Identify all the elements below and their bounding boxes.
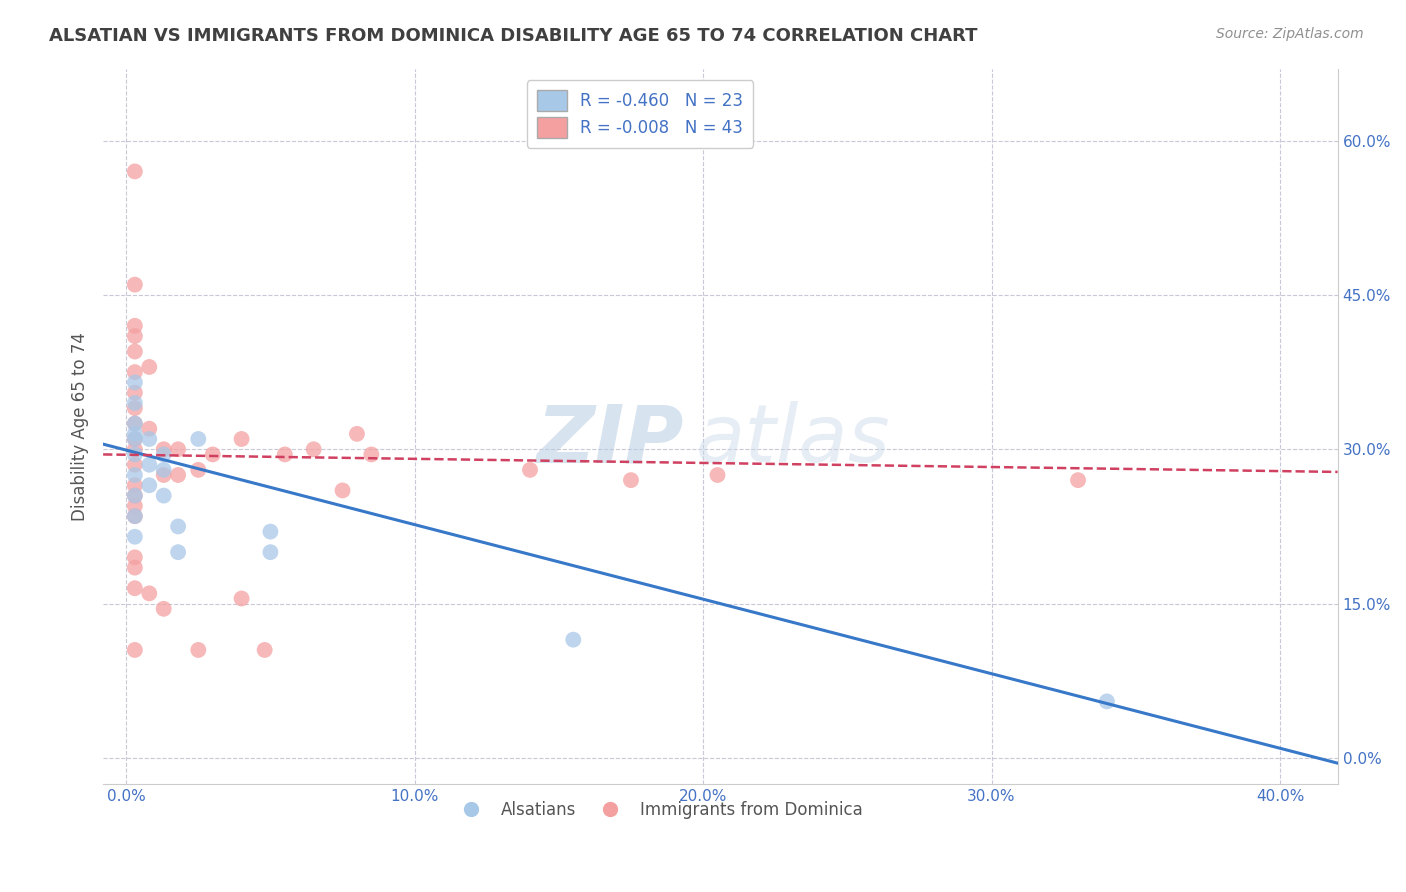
Point: [138, 359, 160, 374]
Point: [187, 432, 209, 446]
Point: [124, 417, 146, 431]
Point: [259, 524, 281, 539]
Point: [124, 489, 146, 503]
Point: [152, 489, 174, 503]
Point: [259, 545, 281, 559]
Point: [138, 432, 160, 446]
Point: [124, 442, 146, 457]
Point: [124, 376, 146, 390]
Point: [152, 463, 174, 477]
Point: [201, 447, 224, 461]
Point: [167, 442, 190, 457]
Point: [152, 442, 174, 457]
Point: [152, 468, 174, 483]
Point: [274, 447, 297, 461]
Point: [124, 468, 146, 483]
Point: [124, 396, 146, 410]
Point: [124, 509, 146, 524]
Point: [124, 643, 146, 657]
Text: atlas: atlas: [696, 401, 890, 479]
Point: [124, 417, 146, 431]
Text: ZIP: ZIP: [536, 401, 683, 479]
Point: [124, 509, 146, 524]
Point: [124, 530, 146, 544]
Y-axis label: Disability Age 65 to 74: Disability Age 65 to 74: [72, 332, 89, 521]
Point: [706, 468, 728, 483]
Point: [124, 365, 146, 379]
Point: [124, 432, 146, 446]
Text: ALSATIAN VS IMMIGRANTS FROM DOMINICA DISABILITY AGE 65 TO 74 CORRELATION CHART: ALSATIAN VS IMMIGRANTS FROM DOMINICA DIS…: [49, 27, 977, 45]
Point: [138, 478, 160, 492]
Point: [187, 643, 209, 657]
Legend: Alsatians, Immigrants from Dominica: Alsatians, Immigrants from Dominica: [449, 794, 869, 825]
Point: [152, 447, 174, 461]
Point: [346, 426, 368, 441]
Point: [124, 447, 146, 461]
Point: [124, 426, 146, 441]
Point: [124, 329, 146, 343]
Point: [167, 468, 190, 483]
Point: [231, 432, 253, 446]
Point: [302, 442, 325, 457]
Point: [152, 601, 174, 615]
Point: [124, 385, 146, 400]
Point: [124, 164, 146, 178]
Point: [167, 545, 190, 559]
Text: Source: ZipAtlas.com: Source: ZipAtlas.com: [1216, 27, 1364, 41]
Point: [124, 581, 146, 595]
Point: [138, 458, 160, 472]
Point: [231, 591, 253, 606]
Point: [124, 499, 146, 513]
Point: [124, 550, 146, 565]
Point: [124, 489, 146, 503]
Point: [124, 560, 146, 574]
Point: [124, 432, 146, 446]
Point: [332, 483, 354, 498]
Point: [187, 463, 209, 477]
Point: [167, 519, 190, 533]
Point: [124, 458, 146, 472]
Point: [620, 473, 643, 487]
Point: [124, 478, 146, 492]
Point: [253, 643, 276, 657]
Point: [1095, 694, 1118, 708]
Point: [124, 344, 146, 359]
Point: [138, 586, 160, 600]
Point: [1067, 473, 1090, 487]
Point: [138, 422, 160, 436]
Point: [124, 277, 146, 292]
Point: [124, 401, 146, 416]
Point: [562, 632, 585, 647]
Point: [124, 318, 146, 333]
Point: [360, 447, 382, 461]
Point: [519, 463, 541, 477]
